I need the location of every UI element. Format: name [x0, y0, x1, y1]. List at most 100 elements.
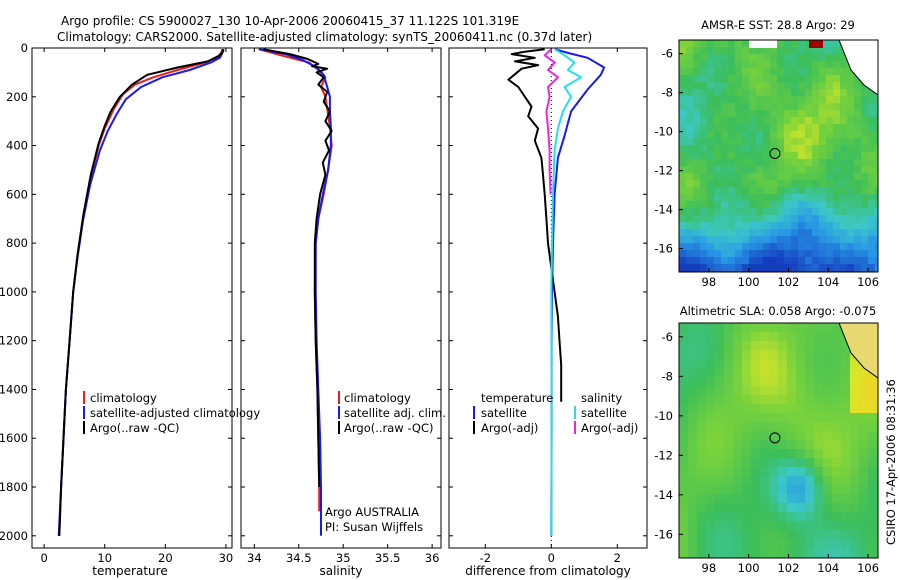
map-cell	[778, 377, 788, 387]
map-cell	[777, 159, 785, 167]
map-cell	[735, 124, 743, 132]
map-cell	[841, 368, 851, 378]
map-cell	[688, 494, 698, 504]
map-cell	[769, 440, 779, 450]
map-cell	[721, 166, 729, 174]
map-cell	[777, 243, 785, 251]
map-cell	[688, 548, 698, 558]
map-cell	[706, 449, 716, 459]
x-tick-label: 35.5	[375, 551, 401, 565]
map-cell	[868, 395, 878, 405]
map-cell	[784, 131, 792, 139]
map-cell	[751, 377, 761, 387]
map-cell	[679, 458, 689, 468]
map-cell	[832, 440, 842, 450]
map-cell	[688, 332, 698, 342]
map-cell	[714, 40, 722, 48]
map-cell	[733, 539, 743, 549]
map-cell	[714, 215, 722, 223]
map-cell	[778, 539, 788, 549]
map-cell	[760, 440, 770, 450]
map-cell	[742, 229, 750, 237]
map-cell	[826, 89, 834, 97]
map-cell	[707, 173, 715, 181]
map-cell	[749, 159, 757, 167]
map-cell	[724, 467, 734, 477]
map-cell	[787, 341, 797, 351]
map-cell	[700, 243, 708, 251]
map-cell	[742, 467, 752, 477]
legend-label-argo: Argo(..raw -QC)	[344, 421, 434, 435]
map-cell	[770, 68, 778, 76]
map-cell	[868, 173, 876, 181]
map-cell	[769, 395, 779, 405]
map-cell	[760, 422, 770, 432]
map-cell	[735, 145, 743, 153]
map-cell	[841, 440, 851, 450]
map-cell	[861, 110, 869, 118]
map-cell	[832, 404, 842, 414]
map-cell	[679, 173, 687, 181]
map-cell	[805, 377, 815, 387]
salinity-annotation-line1: Argo AUSTRALIA	[325, 505, 419, 519]
map-cell	[847, 264, 855, 272]
map-cell	[796, 476, 806, 486]
map-cell	[777, 264, 785, 272]
map-cell	[832, 548, 842, 558]
map-cell	[686, 110, 694, 118]
map-cell	[791, 208, 799, 216]
map-cell	[823, 458, 833, 468]
map-cell	[805, 323, 815, 333]
map-cell	[875, 96, 883, 104]
map-cell	[833, 152, 841, 160]
map-cell	[868, 201, 876, 209]
map-cell	[798, 131, 806, 139]
map-cell	[679, 386, 689, 396]
map-cell	[688, 485, 698, 495]
map-cell	[819, 257, 827, 265]
map-cell	[679, 194, 687, 202]
map-cell	[798, 194, 806, 202]
map-cell	[798, 75, 806, 83]
map-cell	[707, 208, 715, 216]
map-cell	[805, 68, 813, 76]
map-cell	[832, 530, 842, 540]
map-cell	[875, 243, 883, 251]
map-cell	[784, 61, 792, 69]
map-cell	[707, 250, 715, 258]
map-cell	[686, 61, 694, 69]
map-cell	[700, 229, 708, 237]
map-cell	[823, 332, 833, 342]
map-cell	[787, 458, 797, 468]
legend-label-satellite: satellite adj. clim.	[344, 406, 446, 420]
map-cell	[823, 395, 833, 405]
map-cell	[706, 359, 716, 369]
map-cell	[861, 215, 869, 223]
map-cell	[805, 264, 813, 272]
map-cell	[735, 68, 743, 76]
y-tick-label: 1600	[0, 431, 28, 445]
map-cell	[784, 166, 792, 174]
map-cell	[805, 47, 813, 55]
map-cell	[814, 494, 824, 504]
map-cell	[847, 96, 855, 104]
map-cell	[700, 145, 708, 153]
map-cell	[707, 236, 715, 244]
map-y-tick-label: -12	[654, 448, 673, 462]
map-cell	[686, 152, 694, 160]
map-cell	[760, 404, 770, 414]
map-cell	[796, 422, 806, 432]
map-cell	[756, 264, 764, 272]
map-cell	[728, 250, 736, 258]
map-cell	[796, 467, 806, 477]
map-cell	[724, 368, 734, 378]
map-cell	[819, 145, 827, 153]
map-cell	[840, 166, 848, 174]
map-cell	[728, 145, 736, 153]
map-cell	[693, 173, 701, 181]
map-cell	[686, 96, 694, 104]
map-cell	[826, 117, 834, 125]
map-cell	[819, 124, 827, 132]
map-cell	[693, 138, 701, 146]
y-tick-label: 400	[6, 139, 28, 153]
